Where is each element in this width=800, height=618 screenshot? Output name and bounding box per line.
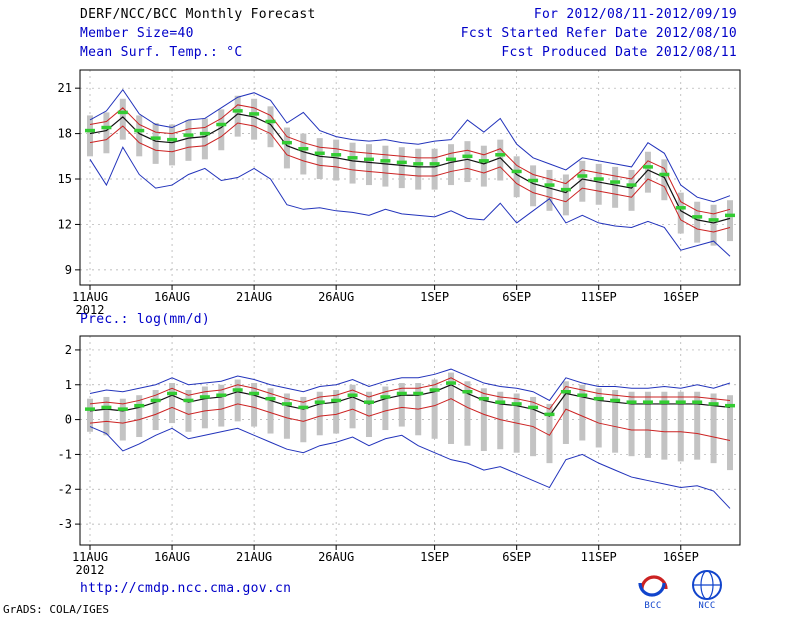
- svg-text:11AUG: 11AUG: [72, 290, 108, 304]
- temp-chart-title: Mean Surf. Temp.: °C: [80, 45, 243, 60]
- source-url-text: http://cmdp.ncc.cma.gov.cn: [80, 581, 292, 596]
- logos: BCC NCC: [633, 568, 729, 610]
- ncc-logo: NCC: [692, 570, 722, 610]
- svg-text:11AUG: 11AUG: [72, 550, 108, 564]
- bcc-logo: BCC: [638, 575, 668, 610]
- svg-text:15: 15: [58, 172, 72, 186]
- svg-text:1SEP: 1SEP: [420, 550, 449, 564]
- svg-text:16SEP: 16SEP: [663, 290, 699, 304]
- forecast-range-label: For 2012/08/11-2012/09/19: [533, 7, 737, 22]
- svg-text:11SEP: 11SEP: [581, 550, 617, 564]
- svg-text:-2: -2: [58, 482, 72, 496]
- ncc-logo-label: NCC: [698, 601, 715, 610]
- svg-text:-3: -3: [58, 517, 72, 531]
- bcc-logo-label: BCC: [644, 601, 661, 610]
- svg-text:11SEP: 11SEP: [581, 290, 617, 304]
- svg-text:16AUG: 16AUG: [154, 550, 190, 564]
- svg-text:21AUG: 21AUG: [236, 290, 272, 304]
- svg-text:12: 12: [58, 217, 72, 231]
- svg-text:16SEP: 16SEP: [663, 550, 699, 564]
- precip-chart-title: Prec.: log(mm/d): [80, 312, 211, 327]
- svg-text:21AUG: 21AUG: [236, 550, 272, 564]
- svg-text:2: 2: [65, 343, 72, 357]
- svg-text:18: 18: [58, 127, 72, 141]
- member-size-label: Member Size=40: [80, 26, 194, 41]
- svg-text:6SEP: 6SEP: [502, 290, 531, 304]
- svg-text:9: 9: [65, 263, 72, 277]
- bcc-logo-blue-arc: [638, 582, 666, 597]
- svg-text:0: 0: [65, 413, 72, 427]
- svg-text:1: 1: [65, 378, 72, 392]
- svg-text:21: 21: [58, 81, 72, 95]
- svg-text:1SEP: 1SEP: [420, 290, 449, 304]
- grads-credit: GrADS: COLA/IGES: [3, 603, 109, 616]
- svg-text:6SEP: 6SEP: [502, 550, 531, 564]
- svg-text:16AUG: 16AUG: [154, 290, 190, 304]
- produced-date-label: Fcst Produced Date 2012/08/11: [501, 45, 737, 60]
- svg-text:2012: 2012: [76, 303, 105, 317]
- svg-text:26AUG: 26AUG: [318, 550, 354, 564]
- svg-text:2012: 2012: [76, 563, 105, 577]
- svg-text:26AUG: 26AUG: [318, 290, 354, 304]
- svg-text:-1: -1: [58, 447, 72, 461]
- page-title: DERF/NCC/BCC Monthly Forecast: [80, 7, 316, 22]
- refer-date-label: Fcst Started Refer Date 2012/08/10: [460, 26, 737, 41]
